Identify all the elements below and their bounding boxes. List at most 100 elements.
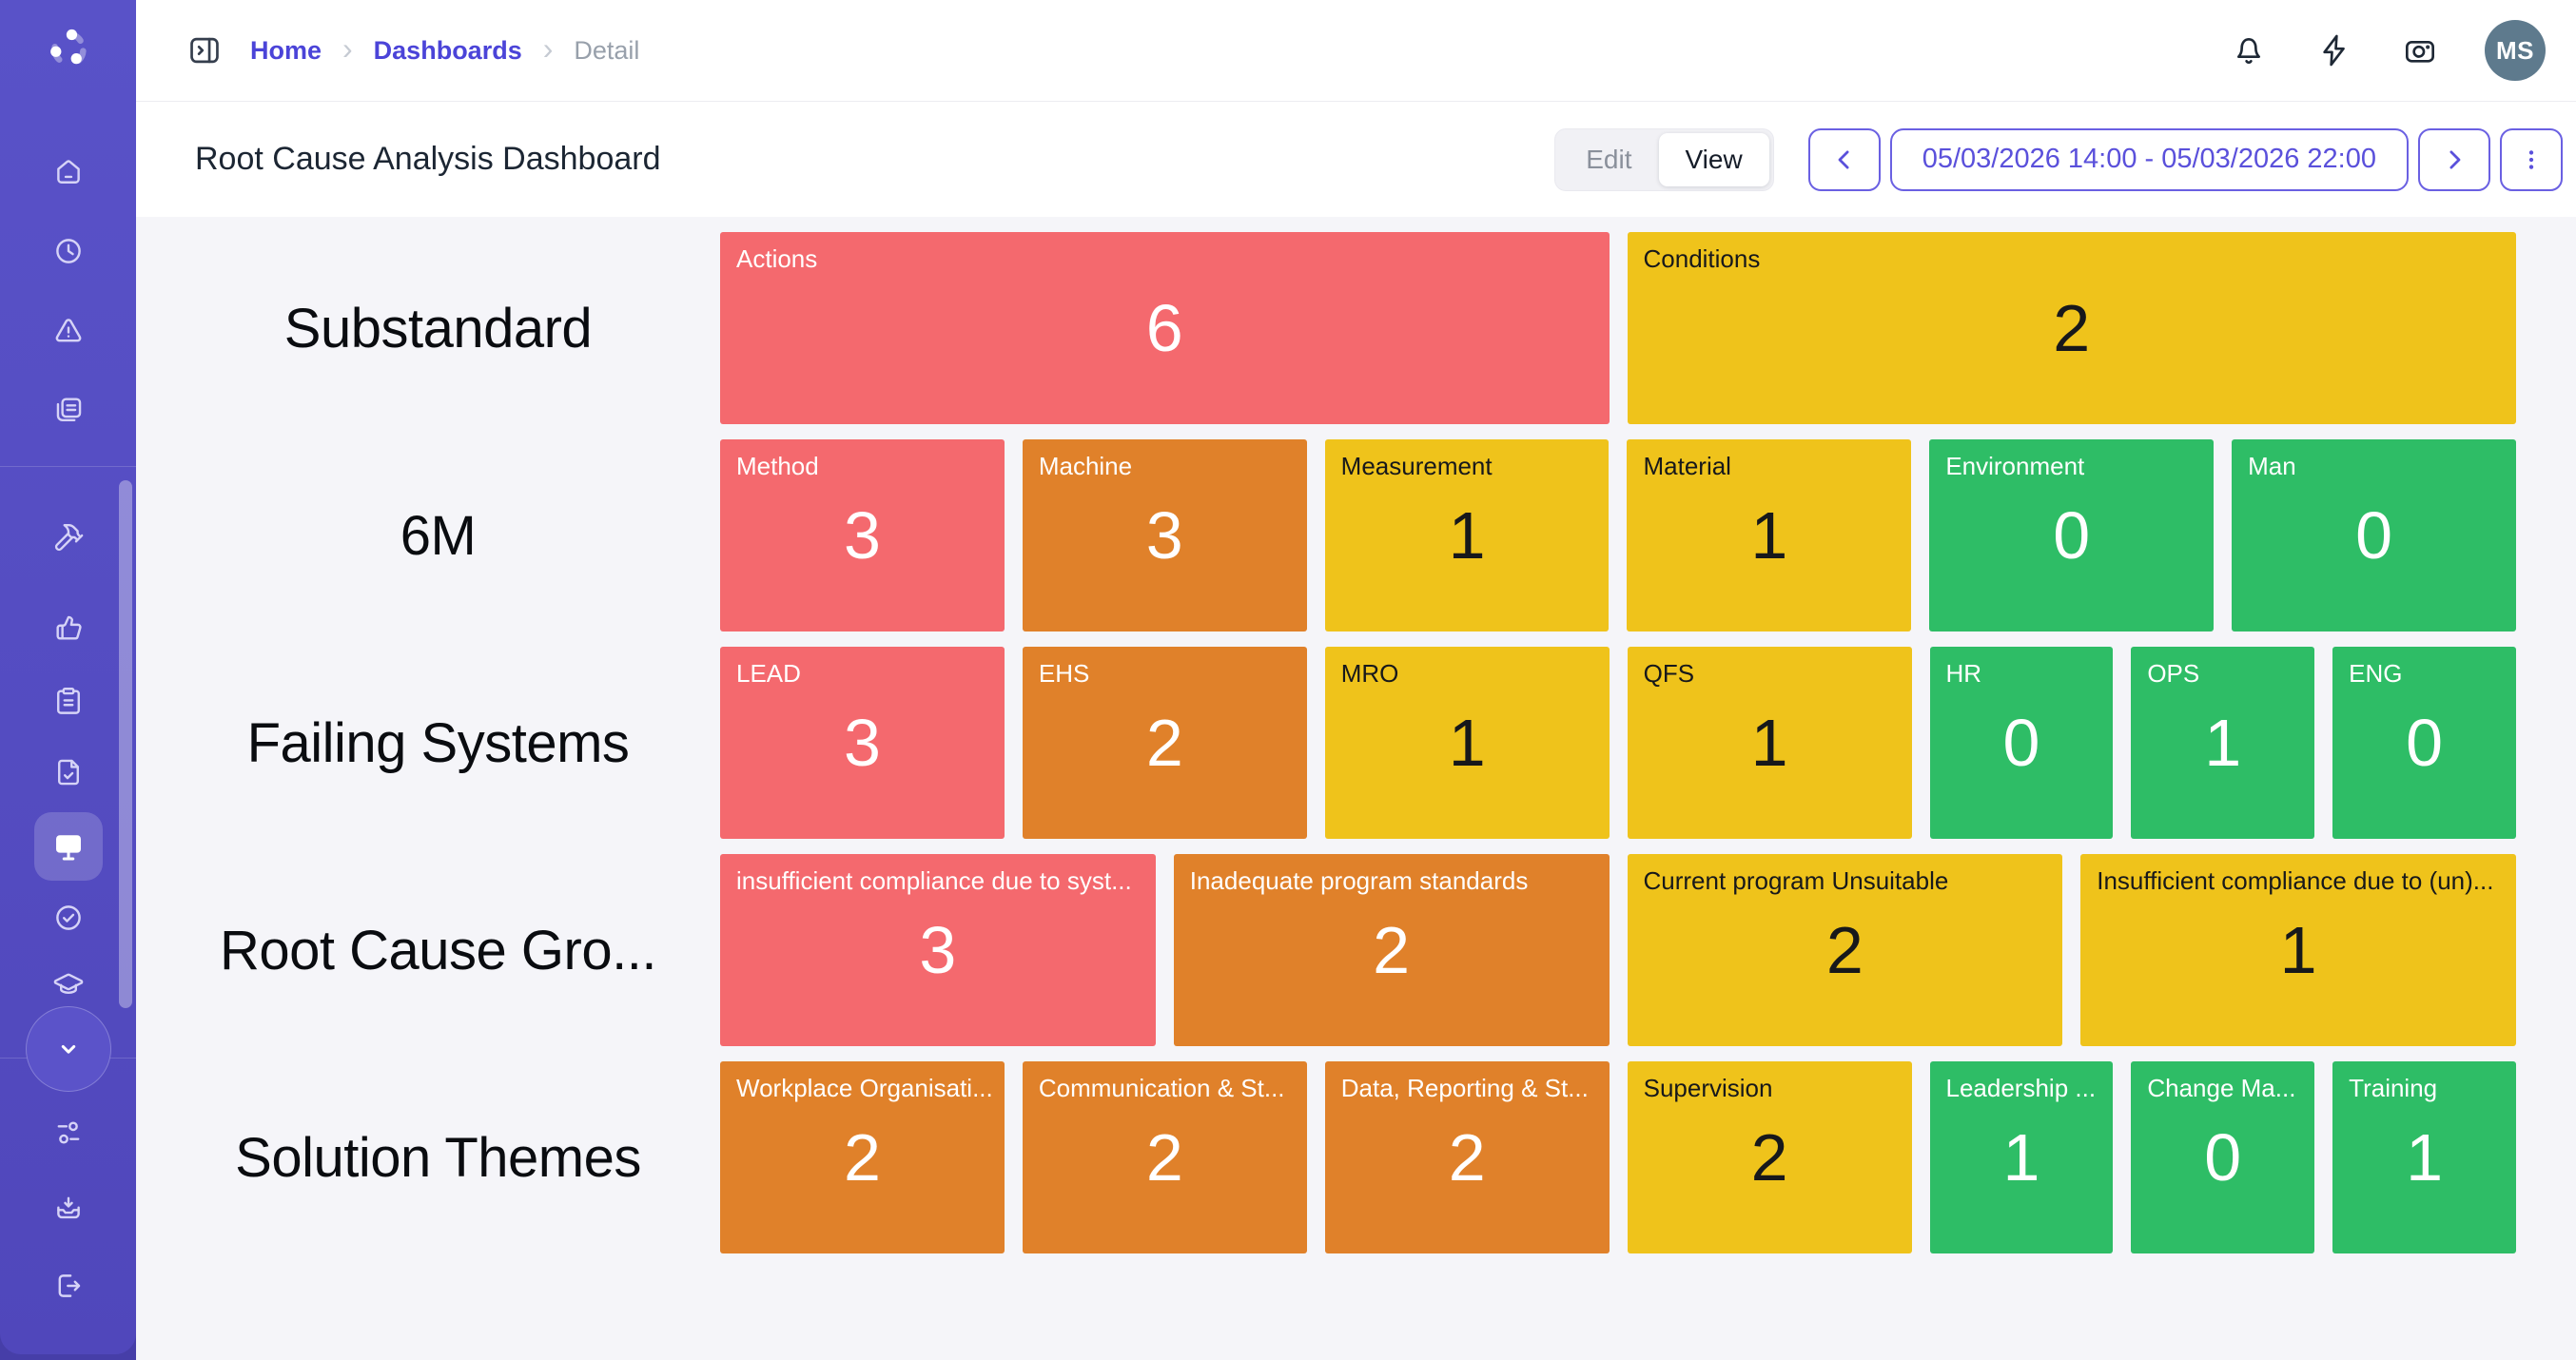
clipboard-icon[interactable] [46,678,91,724]
bell-icon[interactable] [2228,29,2270,71]
treemap-tile[interactable]: Workplace Organisati... 2 [720,1061,1005,1253]
tile-label: Material [1643,452,1731,480]
tile-value: 0 [2204,1120,2242,1195]
tile-label: QFS [1643,659,1695,688]
topbar: Home › Dashboards › Detail [136,0,2576,102]
tile-value: 2 [1825,913,1864,987]
graduation-cap-icon[interactable] [46,962,91,1007]
treemap-tiles: Workplace Organisati... 2 Communication & … [720,1061,2516,1253]
edit-button[interactable]: Edit [1586,144,1632,174]
treemap-tile[interactable]: Data, Reporting & St... 2 [1324,1061,1610,1253]
row-label: Root Cause Gro... [220,919,656,981]
file-check-icon[interactable] [46,749,91,795]
treemap-tile[interactable]: Communication & St... 2 [1022,1061,1307,1253]
tile-label: EHS [1038,659,1090,688]
thumbs-up-icon[interactable] [46,605,91,651]
treemap-tile[interactable]: Material 1 [1627,439,1912,631]
inbox-in-icon[interactable] [46,1185,91,1231]
tile-value: 2 [2053,291,2091,365]
chevron-right-icon [2449,150,2461,168]
row-label: 6M [400,504,477,567]
breadcrumb-current: Detail [574,35,640,65]
treemap-tile[interactable]: Man 0 [2232,439,2516,631]
tile-value: 1 [2002,1120,2040,1195]
dashboard-content: Substandard Actions 6 Conditions 2 6M Method 3 M… [136,217,2576,1360]
panel-toggle-icon[interactable] [184,29,225,71]
treemap-tile[interactable]: EHS 2 [1022,647,1307,839]
treemap-tile[interactable]: Leadership ... 1 [1929,1061,2114,1253]
check-circle-icon[interactable] [46,895,91,941]
treemap-tile[interactable]: Training 1 [2332,1061,2516,1253]
treemap-tile[interactable]: Current program Unsuitable 2 [1627,854,2063,1046]
treemap-tile[interactable]: Insufficient compliance due to (un)... 1 [2080,854,2516,1046]
tile-label: Measurement [1340,452,1493,480]
sidebar-scrollbar[interactable] [119,480,132,1008]
tile-label: Leadership ... [1945,1074,2097,1102]
treemap-tile[interactable]: QFS 1 [1627,647,1912,839]
view-button[interactable]: View [1658,132,1769,186]
tile-label: Environment [1945,452,2085,480]
tile-value: 1 [2406,1120,2444,1195]
alert-triangle-icon[interactable] [46,308,91,354]
tile-label: LEAD [736,659,801,688]
tile-label: Method [736,452,819,480]
next-period-button[interactable] [2418,127,2490,191]
treemap-row: Solution Themes Workplace Organisati... 2 C… [174,1061,2516,1253]
treemap-tile[interactable]: Conditions 2 [1627,232,2516,424]
treemap-tile[interactable]: Machine 3 [1022,439,1307,631]
tile-value: 2 [1145,706,1183,780]
treemap-tile[interactable]: insufficient compliance due to syst... 3 [720,854,1156,1046]
tools-icon[interactable] [46,515,91,560]
row-label: Failing Systems [246,711,630,774]
treemap-tile[interactable]: MRO 1 [1324,647,1610,839]
treemap-tile[interactable]: Inadequate program standards 2 [1173,854,1610,1046]
treemap-tile[interactable]: Change Ma... 0 [2131,1061,2315,1253]
logout-icon[interactable] [46,1263,91,1309]
treemap-tile[interactable]: Supervision 2 [1627,1061,1912,1253]
tile-value: 2 [1750,1120,1788,1195]
tile-label: Actions [736,244,818,273]
tile-value: 6 [1145,291,1183,365]
tile-value: 1 [2204,706,2242,780]
treemap-row: 6M Method 3 Machine 3 Measurement 1 Material 1 En… [174,439,2516,631]
tile-label: MRO [1340,659,1399,688]
tile-label: ENG [2349,659,2403,688]
tile-label: Man [2248,452,2296,480]
sidebar [0,0,136,1354]
tile-value: 0 [2406,706,2444,780]
treemap-tile[interactable]: Actions 6 [720,232,1610,424]
treemap-tile[interactable]: LEAD 3 [720,647,1005,839]
treemap-tile[interactable]: ENG 0 [2332,647,2516,839]
treemap-tile[interactable]: Method 3 [720,439,1005,631]
more-options-button[interactable] [2500,127,2563,191]
history-clock-icon[interactable] [46,228,91,274]
date-range-button[interactable]: 05/03/2026 14:00 - 05/03/2026 22:00 [1889,127,2409,191]
treemap-tile[interactable]: Environment 0 [1929,439,2215,631]
treemap-row: Failing Systems LEAD 3 EHS 2 MRO 1 QFS 1 HR 0 OPS 1 E… [174,647,2516,839]
tile-label: Change Ma... [2147,1074,2296,1102]
treemap-tile[interactable]: Measurement 1 [1324,439,1610,631]
breadcrumb-home[interactable]: Home [250,35,322,65]
home-icon[interactable] [46,148,91,194]
documents-icon[interactable] [46,387,91,433]
avatar[interactable]: MS [2485,20,2546,81]
breadcrumb-dashboards[interactable]: Dashboards [373,35,522,65]
zap-icon[interactable] [2313,29,2355,71]
prev-period-button[interactable] [1807,127,1881,191]
sliders-icon[interactable] [46,1110,91,1156]
tile-value: 0 [2053,498,2091,573]
tile-label: Communication & St... [1038,1074,1285,1102]
presentation-monitor-icon[interactable] [33,812,103,881]
treemap-tile[interactable]: OPS 1 [2131,647,2315,839]
treemap-tile[interactable]: HR 0 [1929,647,2114,839]
tile-label: Machine [1038,452,1133,480]
tile-label: OPS [2147,659,2200,688]
tile-value: 3 [843,706,881,780]
tile-label: Inadequate program standards [1189,866,1529,895]
row-label: Substandard [283,297,593,359]
tile-value: 2 [1145,1120,1183,1195]
tile-label: Supervision [1643,1074,1773,1102]
tile-label: Current program Unsuitable [1643,866,1949,895]
camera-icon[interactable] [2399,29,2441,71]
chevron-down-icon[interactable] [25,1006,111,1092]
